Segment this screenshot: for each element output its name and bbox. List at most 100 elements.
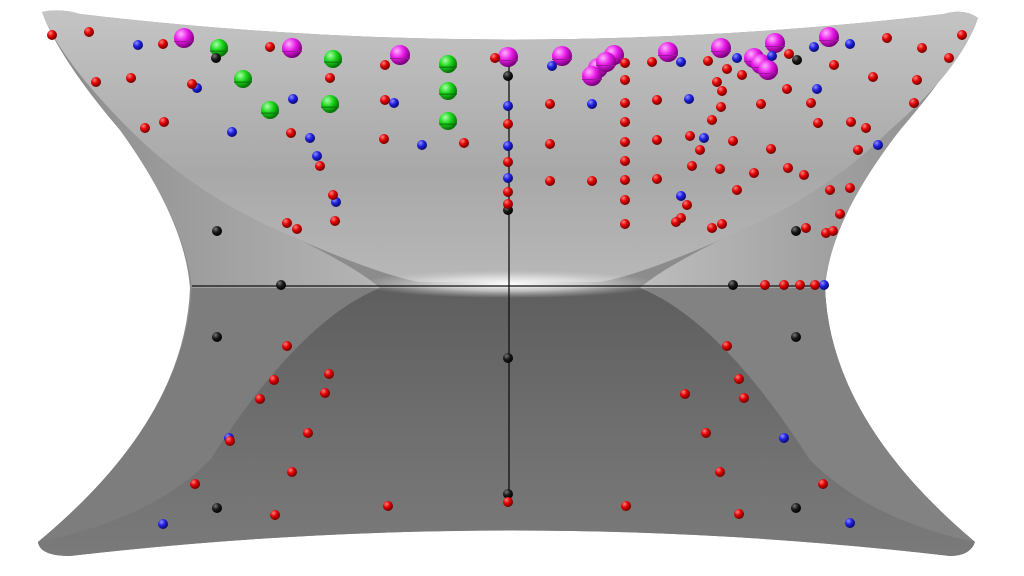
black-sphere-marker <box>503 353 513 363</box>
magenta-sphere-marker <box>282 38 302 58</box>
red-sphere-marker <box>909 98 919 108</box>
red-sphere-marker <box>703 56 713 66</box>
black-sphere-marker <box>212 503 222 513</box>
blue-sphere-marker <box>684 94 694 104</box>
red-sphere-marker <box>545 99 555 109</box>
red-sphere-marker <box>126 73 136 83</box>
blue-sphere-marker <box>809 42 819 52</box>
red-sphere-marker <box>861 123 871 133</box>
red-sphere-marker <box>795 280 805 290</box>
red-sphere-marker <box>265 42 275 52</box>
red-sphere-marker <box>756 99 766 109</box>
red-sphere-marker <box>739 393 749 403</box>
blue-sphere-marker <box>676 57 686 67</box>
blue-sphere-marker <box>158 519 168 529</box>
black-sphere-marker <box>792 55 802 65</box>
magenta-sphere-marker <box>819 27 839 47</box>
red-sphere-marker <box>882 33 892 43</box>
red-sphere-marker <box>620 156 630 166</box>
red-sphere-marker <box>806 98 816 108</box>
red-sphere-marker <box>868 72 878 82</box>
red-sphere-marker <box>620 58 630 68</box>
blue-sphere-marker <box>845 39 855 49</box>
red-sphere-marker <box>671 217 681 227</box>
black-sphere-marker <box>212 226 222 236</box>
red-sphere-marker <box>716 102 726 112</box>
red-sphere-marker <box>328 190 338 200</box>
red-sphere-marker <box>503 119 513 129</box>
blue-sphere-marker <box>676 191 686 201</box>
red-sphere-marker <box>707 115 717 125</box>
blue-sphere-marker <box>305 133 315 143</box>
red-sphere-marker <box>783 163 793 173</box>
red-sphere-marker <box>685 131 695 141</box>
blue-sphere-marker <box>699 133 709 143</box>
red-sphere-marker <box>647 57 657 67</box>
red-sphere-marker <box>652 95 662 105</box>
blue-sphere-marker <box>503 173 513 183</box>
red-sphere-marker <box>652 135 662 145</box>
red-sphere-marker <box>801 223 811 233</box>
red-sphere-marker <box>695 145 705 155</box>
red-sphere-marker <box>779 280 789 290</box>
green-sphere-marker <box>439 112 457 130</box>
red-sphere-marker <box>325 73 335 83</box>
red-sphere-marker <box>813 118 823 128</box>
green-sphere-marker <box>321 95 339 113</box>
blue-sphere-marker <box>819 280 829 290</box>
magenta-sphere-marker <box>582 66 602 86</box>
red-sphere-marker <box>587 176 597 186</box>
magenta-sphere-marker <box>596 52 616 72</box>
red-sphere-marker <box>380 60 390 70</box>
red-sphere-marker <box>728 136 738 146</box>
black-sphere-marker <box>791 226 801 236</box>
red-sphere-marker <box>715 467 725 477</box>
red-sphere-marker <box>292 224 302 234</box>
red-sphere-marker <box>158 39 168 49</box>
red-sphere-marker <box>620 98 630 108</box>
surface-left-flank <box>42 12 380 288</box>
green-sphere-marker <box>210 39 228 57</box>
red-sphere-marker <box>782 84 792 94</box>
red-sphere-marker <box>287 467 297 477</box>
red-sphere-marker <box>712 77 722 87</box>
red-sphere-marker <box>853 145 863 155</box>
red-sphere-marker <box>47 30 57 40</box>
magenta-sphere-marker <box>765 33 785 53</box>
magenta-sphere-marker <box>498 47 518 67</box>
red-sphere-marker <box>620 175 630 185</box>
red-sphere-marker <box>829 60 839 70</box>
black-sphere-marker <box>211 53 221 63</box>
green-sphere-marker <box>234 70 252 88</box>
blue-sphere-marker <box>547 61 557 71</box>
red-sphere-marker <box>190 479 200 489</box>
blue-sphere-marker <box>845 518 855 528</box>
red-sphere-marker <box>620 137 630 147</box>
red-sphere-marker <box>159 117 169 127</box>
red-sphere-marker <box>380 95 390 105</box>
red-sphere-marker <box>140 123 150 133</box>
green-sphere-marker <box>439 55 457 73</box>
red-sphere-marker <box>717 219 727 229</box>
black-sphere-marker <box>791 332 801 342</box>
red-sphere-marker <box>620 117 630 127</box>
red-sphere-marker <box>459 138 469 148</box>
red-sphere-marker <box>734 374 744 384</box>
blue-sphere-marker <box>312 151 322 161</box>
red-sphere-marker <box>303 428 313 438</box>
red-sphere-marker <box>84 27 94 37</box>
blue-sphere-marker <box>812 84 822 94</box>
red-sphere-marker <box>810 280 820 290</box>
red-sphere-marker <box>680 389 690 399</box>
blue-sphere-marker <box>133 40 143 50</box>
red-sphere-marker <box>324 369 334 379</box>
surface-right-flank <box>640 18 978 288</box>
red-sphere-marker <box>682 200 692 210</box>
red-sphere-marker <box>282 218 292 228</box>
black-sphere-marker <box>728 280 738 290</box>
red-sphere-marker <box>701 428 711 438</box>
red-sphere-marker <box>379 134 389 144</box>
red-sphere-marker <box>845 183 855 193</box>
magenta-sphere-marker <box>758 60 778 80</box>
red-sphere-marker <box>315 161 325 171</box>
